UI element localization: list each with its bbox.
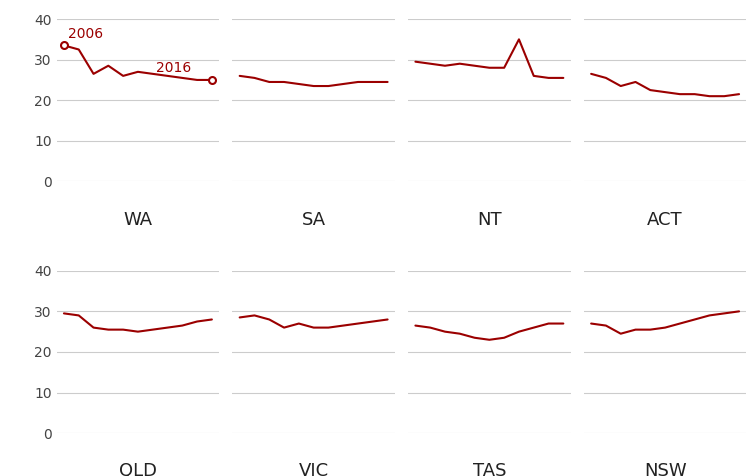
Text: WA: WA (124, 211, 152, 228)
Text: NT: NT (477, 211, 501, 228)
Text: QLD: QLD (119, 462, 157, 476)
Text: 2006: 2006 (69, 27, 103, 41)
Text: 2016: 2016 (155, 61, 191, 75)
Text: NSW: NSW (644, 462, 686, 476)
Text: VIC: VIC (299, 462, 329, 476)
Text: SA: SA (302, 211, 326, 228)
Text: ACT: ACT (647, 211, 683, 228)
Text: TAS: TAS (473, 462, 506, 476)
